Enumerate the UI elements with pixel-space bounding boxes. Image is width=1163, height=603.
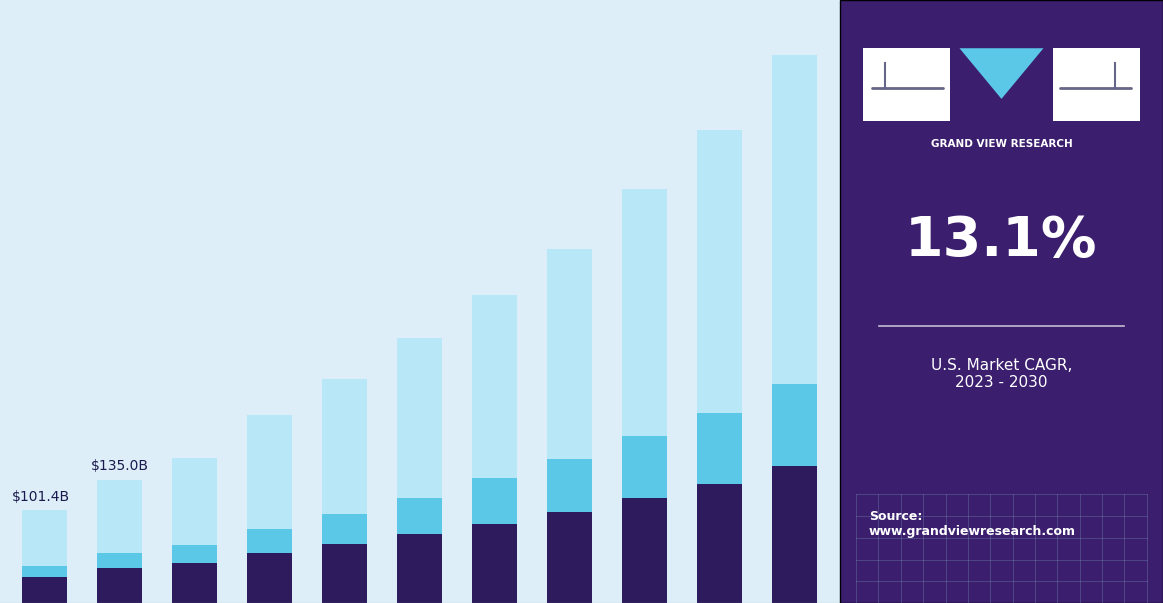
Bar bbox=[472, 478, 518, 523]
Bar bbox=[98, 479, 143, 553]
FancyBboxPatch shape bbox=[840, 0, 1163, 603]
Bar bbox=[322, 514, 368, 544]
Bar bbox=[622, 436, 668, 498]
FancyBboxPatch shape bbox=[1054, 48, 1141, 121]
Bar bbox=[772, 466, 818, 603]
Bar bbox=[698, 413, 742, 484]
Bar bbox=[698, 484, 742, 603]
Bar bbox=[248, 553, 292, 603]
Text: $101.4B: $101.4B bbox=[12, 490, 70, 504]
Bar bbox=[172, 545, 217, 563]
Bar bbox=[472, 523, 518, 603]
Bar bbox=[98, 568, 143, 603]
Bar bbox=[398, 498, 442, 534]
Text: GRAND VIEW RESEARCH: GRAND VIEW RESEARCH bbox=[930, 139, 1072, 149]
FancyBboxPatch shape bbox=[863, 48, 950, 121]
Text: $135.0B: $135.0B bbox=[91, 459, 149, 473]
Text: 13.1%: 13.1% bbox=[905, 214, 1098, 268]
Bar bbox=[772, 384, 818, 466]
Bar bbox=[398, 534, 442, 603]
Text: U.S. Market CAGR,
2023 - 2030: U.S. Market CAGR, 2023 - 2030 bbox=[930, 358, 1072, 390]
Bar bbox=[772, 55, 818, 384]
Bar bbox=[548, 248, 592, 459]
Bar bbox=[98, 553, 143, 568]
Bar bbox=[548, 511, 592, 603]
Bar bbox=[248, 415, 292, 529]
Bar bbox=[622, 498, 668, 603]
Bar bbox=[22, 510, 67, 566]
Bar bbox=[22, 566, 67, 576]
Bar bbox=[322, 379, 368, 514]
Bar bbox=[622, 189, 668, 436]
Bar bbox=[548, 459, 592, 511]
Bar bbox=[22, 576, 67, 603]
Bar bbox=[172, 458, 217, 545]
Bar bbox=[248, 529, 292, 553]
Bar bbox=[698, 130, 742, 413]
Bar bbox=[322, 544, 368, 603]
Text: Source:
www.grandviewresearch.com: Source: www.grandviewresearch.com bbox=[869, 510, 1076, 537]
Polygon shape bbox=[959, 48, 1043, 99]
Bar bbox=[472, 295, 518, 478]
Bar bbox=[398, 338, 442, 498]
Bar bbox=[172, 563, 217, 603]
